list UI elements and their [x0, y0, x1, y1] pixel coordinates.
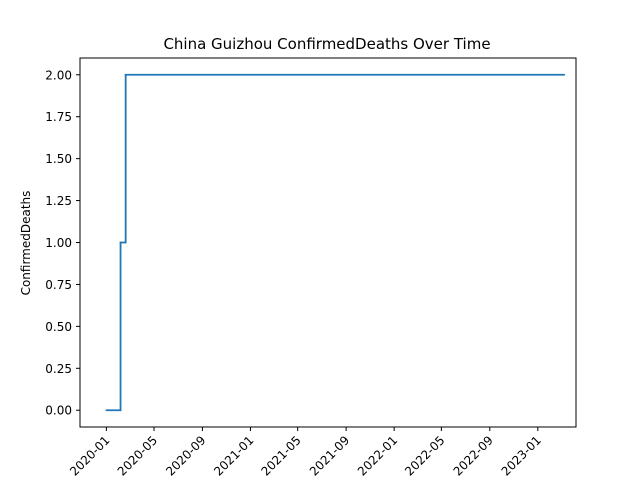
y-tick-label: 0.50	[45, 320, 72, 334]
x-tick-label: 2023-01	[499, 433, 544, 478]
x-tick-label: 2022-05	[402, 433, 447, 478]
y-tick-label: 1.00	[45, 236, 72, 250]
y-tick-label: 2.00	[45, 68, 72, 82]
data-point	[563, 73, 566, 76]
data-point	[124, 73, 127, 76]
x-tick-label: 2020-01	[67, 433, 112, 478]
chart-title: China Guizhou ConfirmedDeaths Over Time	[163, 35, 490, 53]
x-tick-label: 2020-09	[163, 433, 208, 478]
x-tick-label: 2020-05	[115, 433, 160, 478]
data-point	[124, 241, 127, 244]
data-point	[119, 409, 122, 412]
series-line	[106, 73, 565, 412]
y-tick-label: 0.00	[45, 404, 72, 418]
data-point	[119, 241, 122, 244]
y-tick-label: 1.75	[45, 110, 72, 124]
y-tick-label: 0.75	[45, 278, 72, 292]
y-axis-label: ConfirmedDeaths	[19, 191, 33, 296]
x-tick-label: 2022-01	[355, 433, 400, 478]
data-point	[105, 409, 108, 412]
y-tick-label: 1.50	[45, 152, 72, 166]
x-tick-label: 2022-09	[451, 433, 496, 478]
y-tick-label: 0.25	[45, 362, 72, 376]
x-tick-label: 2021-01	[211, 433, 256, 478]
x-tick-label: 2021-09	[307, 433, 352, 478]
x-tick-label: 2021-05	[258, 433, 303, 478]
y-tick-label: 1.25	[45, 194, 72, 208]
plot-frame	[79, 57, 577, 428]
